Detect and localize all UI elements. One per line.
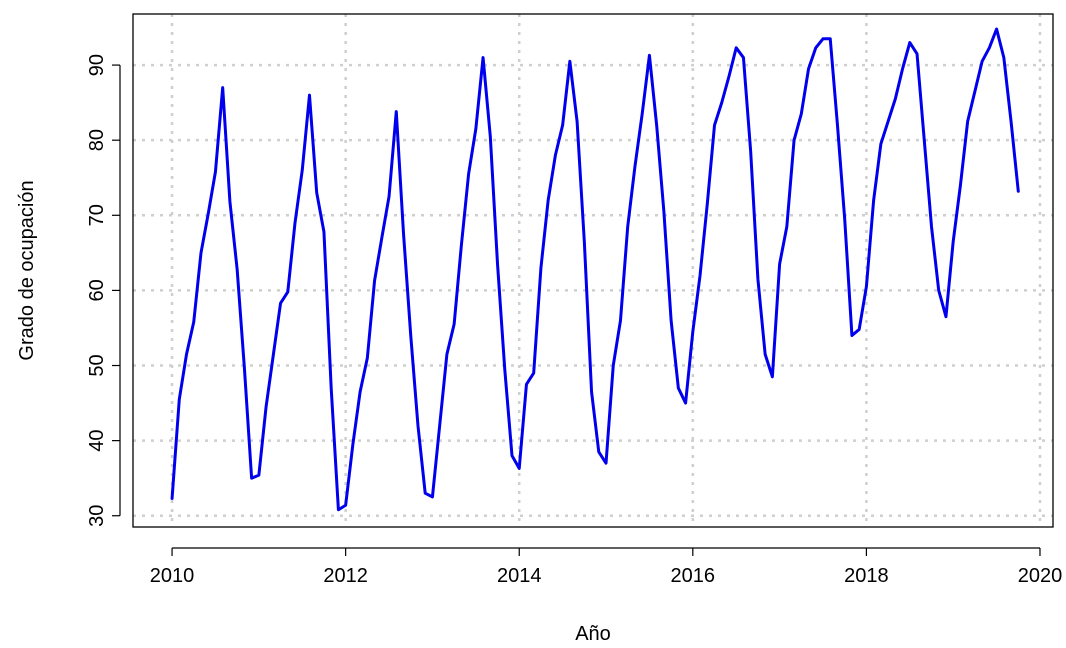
y-axis-title: Grado de ocupación: [16, 180, 38, 360]
x-tick-label: 2012: [323, 565, 368, 587]
x-tick-label: 2018: [844, 565, 889, 587]
axes: 2010 2012 2014 2016 2018 2020 30 40 50 60 70 80 90: [86, 54, 1062, 587]
x-tick-label: 2014: [497, 565, 542, 587]
y-tick-label: 40: [86, 429, 108, 451]
y-tick-label: 30: [86, 505, 108, 527]
x-axis-title: Año: [575, 623, 611, 645]
y-tick-label: 60: [86, 279, 108, 301]
series-line-0: [170, 27, 1020, 512]
x-tick-label: 2020: [1018, 565, 1063, 587]
series-layer: [170, 27, 1020, 512]
plot-frame: [132, 13, 1054, 528]
y-tick-label: 80: [86, 129, 108, 151]
y-tick-label: 70: [86, 204, 108, 226]
grid: [133, 14, 1053, 527]
y-tick-label: 50: [86, 354, 108, 376]
y-tick-label: 90: [86, 54, 108, 76]
x-tick-label: 2016: [671, 565, 716, 587]
x-tick-label: 2010: [150, 565, 195, 587]
